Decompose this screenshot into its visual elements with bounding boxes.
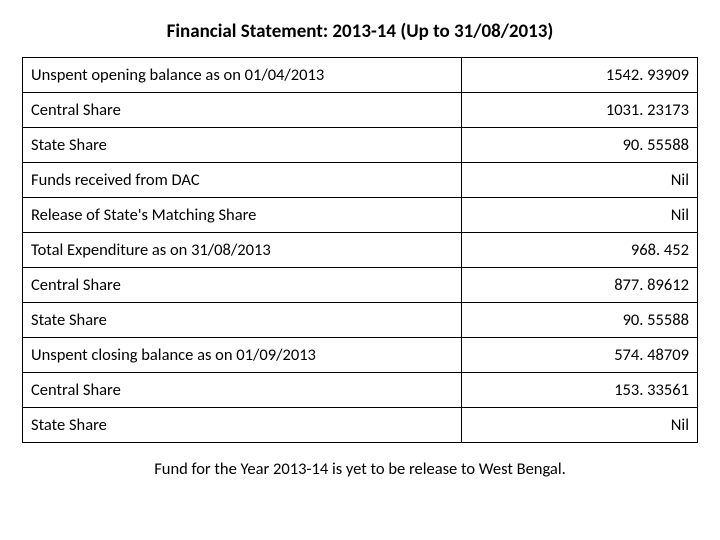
slide-container: Financial Statement: 2013-14 (Up to 31/0… [0,0,720,540]
table-row: State Share 90. 55588 [23,303,698,338]
row-label: Funds received from DAC [23,163,462,198]
page-title: Financial Statement: 2013-14 (Up to 31/0… [22,20,698,43]
row-label: State Share [23,128,462,163]
row-value: 574. 48709 [461,338,697,373]
row-label: State Share [23,408,462,443]
table-row: Funds received from DAC Nil [23,163,698,198]
row-value: 1031. 23173 [461,93,697,128]
table-row: Total Expenditure as on 31/08/2013 968. … [23,233,698,268]
row-label: Central Share [23,373,462,408]
financial-table: Unspent opening balance as on 01/04/2013… [22,57,698,443]
row-value: 1542. 93909 [461,58,697,93]
table-row: Unspent closing balance as on 01/09/2013… [23,338,698,373]
row-value: 90. 55588 [461,303,697,338]
row-value: 968. 452 [461,233,697,268]
table-row: Central Share 1031. 23173 [23,93,698,128]
row-label: State Share [23,303,462,338]
table-row: Central Share 877. 89612 [23,268,698,303]
row-value: 90. 55588 [461,128,697,163]
table-row: State Share Nil [23,408,698,443]
row-label: Release of State's Matching Share [23,198,462,233]
row-label: Total Expenditure as on 31/08/2013 [23,233,462,268]
row-value: 153. 33561 [461,373,697,408]
row-label: Unspent closing balance as on 01/09/2013 [23,338,462,373]
row-value: Nil [461,408,697,443]
table-row: Unspent opening balance as on 01/04/2013… [23,58,698,93]
row-value: Nil [461,198,697,233]
row-label: Unspent opening balance as on 01/04/2013 [23,58,462,93]
table-row: State Share 90. 55588 [23,128,698,163]
row-value: 877. 89612 [461,268,697,303]
table-row: Release of State's Matching Share Nil [23,198,698,233]
table-row: Central Share 153. 33561 [23,373,698,408]
footnote-text: Fund for the Year 2013-14 is yet to be r… [22,459,698,479]
row-value: Nil [461,163,697,198]
row-label: Central Share [23,268,462,303]
row-label: Central Share [23,93,462,128]
